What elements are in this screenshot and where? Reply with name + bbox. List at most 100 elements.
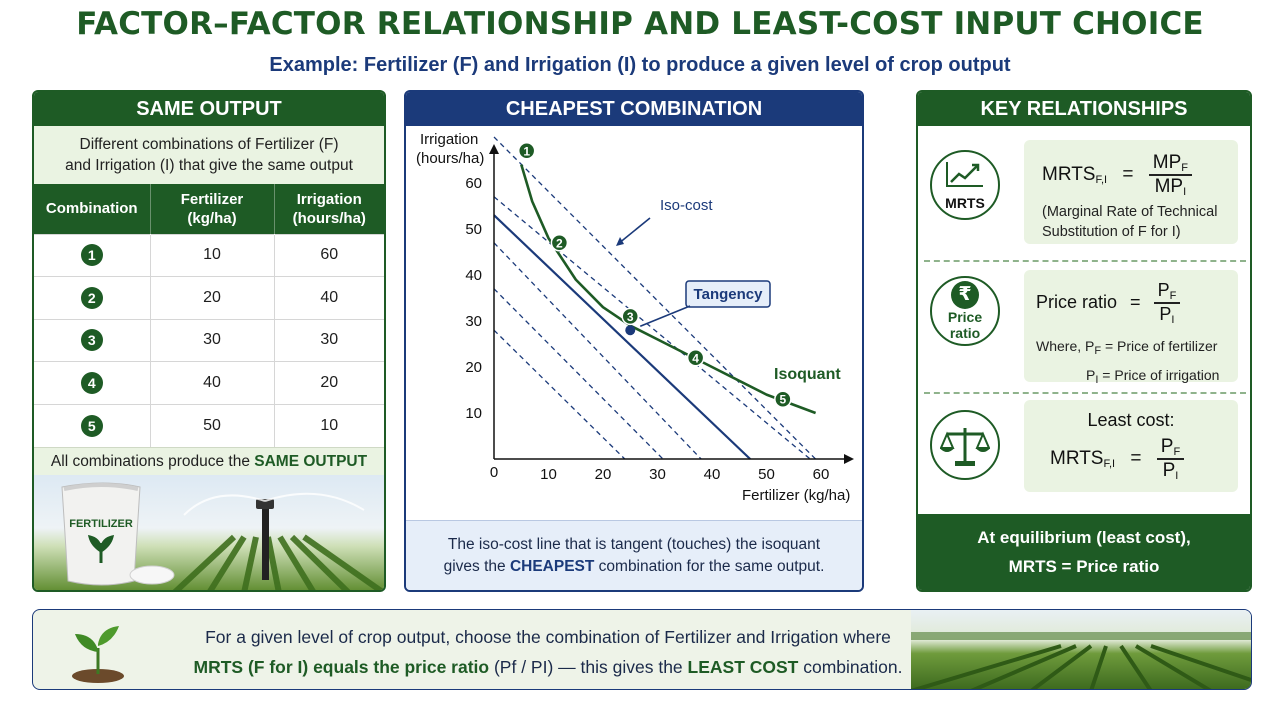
p-denominator: PI [1157, 460, 1184, 482]
fertilizer-cell: 20 [150, 276, 275, 319]
least-cost-formula: MRTSF,I = PF PI [1050, 436, 1185, 482]
x-tick-label: 60 [813, 466, 830, 483]
key-relationships-heading: KEY RELATIONSHIPS [918, 92, 1250, 126]
sub-f: F [1169, 290, 1177, 302]
price-icon-line-1: Price [947, 309, 983, 325]
x-tick-label: 30 [649, 466, 666, 483]
col-irrigation-name: Irrigation [296, 190, 362, 208]
p-numerator: PF [1156, 436, 1185, 460]
footer-prefix: All combinations produce the [50, 452, 250, 470]
mrts-formula-box: MRTSF,I = MPF MPI (Marginal Rate of Tech… [1024, 140, 1238, 244]
pi-desc: = Price of irrigation [1102, 367, 1220, 383]
intro-line-1: Different combinations of Fertilizer (F) [79, 136, 339, 153]
isoquant-chart: 10 20 30 40 50 60 10 20 30 40 50 60 0 Irrigation (hour… [416, 131, 854, 504]
combination-badge: 5 [80, 414, 103, 437]
isoquant-label: Isoquant [774, 366, 841, 383]
table-row: 1 10 60 [34, 233, 384, 277]
x-tick-label: 10 [540, 466, 557, 483]
table-row: 2 20 40 [34, 276, 384, 319]
p-text: P [1157, 280, 1170, 300]
equilibrium-line-1: At equilibrium (least cost), [977, 528, 1191, 547]
p-text: P [1086, 367, 1096, 383]
isocost-arrowhead [616, 237, 624, 246]
table-header-row: Combination Fertilizer (kg/ha) Irrigatio… [34, 184, 384, 234]
crop-rows-illustration [911, 632, 1251, 689]
mp-numerator: MPF [1148, 152, 1193, 176]
price-icon-label: Price ratio [932, 309, 998, 341]
sprinkler-icon [183, 492, 365, 580]
fertilizer-bag-icon: FERTILIZER [61, 482, 175, 585]
point-label: 1 [523, 144, 530, 158]
footer-post: combination for the same output. [598, 558, 825, 575]
isocost-line [493, 196, 811, 460]
p-denominator: PI [1154, 304, 1181, 326]
table-row: 4 40 20 [34, 361, 384, 404]
y-tick-label: 50 [465, 221, 482, 238]
isocost-line [493, 136, 817, 460]
point-label: 2 [556, 236, 563, 250]
cheapest-footer-line-1: The iso-cost line that is tangent (touch… [447, 536, 821, 553]
pf-line: Where, PF = Price of fertilizer [1036, 334, 1219, 363]
cheapest-heading: CHEAPEST COMBINATION [406, 92, 862, 126]
y-tick-label: 30 [465, 313, 482, 330]
point-marker [686, 349, 705, 367]
where-label: Where, [1036, 338, 1082, 354]
page-subtitle: Example: Fertilizer (F) and Irrigation (… [269, 54, 1011, 76]
table-row: 5 50 10 [34, 403, 384, 447]
point-label: 4 [692, 351, 699, 365]
scale-icon [939, 428, 991, 466]
fertilizer-cell: 40 [150, 361, 275, 404]
mrts-subscript: F,I [1103, 458, 1116, 471]
point-label: 3 [627, 310, 634, 324]
irrigation-cell: 40 [274, 276, 384, 319]
sub-f: F [1173, 446, 1181, 458]
summary-line-1: For a given level of crop output, choose… [205, 627, 891, 647]
same-output-footer: All combinations produce the SAME OUTPUT [34, 446, 384, 475]
least-cost-label: Least cost: [1087, 410, 1175, 430]
mp-fraction: MPF MP I [1148, 152, 1193, 198]
pi-line: PI = Price of irrigation [1036, 363, 1219, 392]
least-cost-box: Least cost: MRTSF,I = PF PI [1024, 400, 1238, 492]
y-axis-label: Irrigation [420, 131, 478, 148]
mrts-icon: MRTS [930, 150, 1000, 220]
point-marker [550, 234, 569, 252]
p-fraction: PF PI [1153, 280, 1181, 326]
equilibrium-footer: At equilibrium (least cost), MRTS = Pric… [918, 514, 1250, 590]
trend-chart-icon [946, 162, 983, 187]
isocost-line [493, 288, 664, 460]
bag-label: FERTILIZER [69, 518, 133, 530]
row-id-cell: 1 [34, 233, 151, 277]
mp-text: MP [1152, 152, 1182, 173]
footer-strong: CHEAPEST [509, 558, 595, 575]
col-fertilizer: Fertilizer (kg/ha) [150, 184, 275, 234]
price-ratio-section: ₹ Price ratio Price ratio = PF PI Where,… [918, 262, 1250, 392]
y-tick-label: 20 [465, 359, 482, 376]
row-id-cell: 4 [34, 361, 151, 404]
mrts-icon-label: MRTS [945, 195, 985, 211]
balance-scale-icon [930, 410, 1000, 480]
summary-plain-2: combination. [803, 657, 903, 677]
combination-badge: 4 [80, 371, 103, 394]
cheapest-footer: The iso-cost line that is tangent (touch… [406, 520, 862, 590]
price-ratio-icon: ₹ Price ratio [930, 276, 1000, 346]
x-axis-label: Fertilizer (kg/ha) [742, 487, 850, 504]
p-numerator: PF [1153, 280, 1181, 304]
summary-plain-1: (Pf / PI) — this gives the [493, 657, 683, 677]
col-combination: Combination [34, 184, 151, 234]
key-relationships-panel: KEY RELATIONSHIPS MRTS MRTSF,I = MPF MPI… [916, 90, 1252, 592]
sub-i: I [1095, 374, 1099, 386]
y-axis-label: (hours/ha) [416, 150, 484, 167]
isocost-line [493, 329, 626, 460]
point-label: 5 [780, 393, 787, 407]
mrts-subscript: F,I [1095, 174, 1108, 187]
irrigation-cell: 60 [274, 233, 384, 277]
y-tick-label: 60 [465, 175, 482, 192]
x-tick-label: 40 [704, 466, 721, 483]
equilibrium-line-2: MRTS = Price ratio [1008, 557, 1160, 576]
combination-badge: 1 [80, 244, 103, 267]
point-marker [774, 390, 792, 408]
price-icon-line-2: ratio [949, 325, 981, 341]
sub-i: I [1183, 186, 1187, 198]
point-marker [621, 307, 639, 326]
x-tick-label: 50 [758, 466, 775, 483]
